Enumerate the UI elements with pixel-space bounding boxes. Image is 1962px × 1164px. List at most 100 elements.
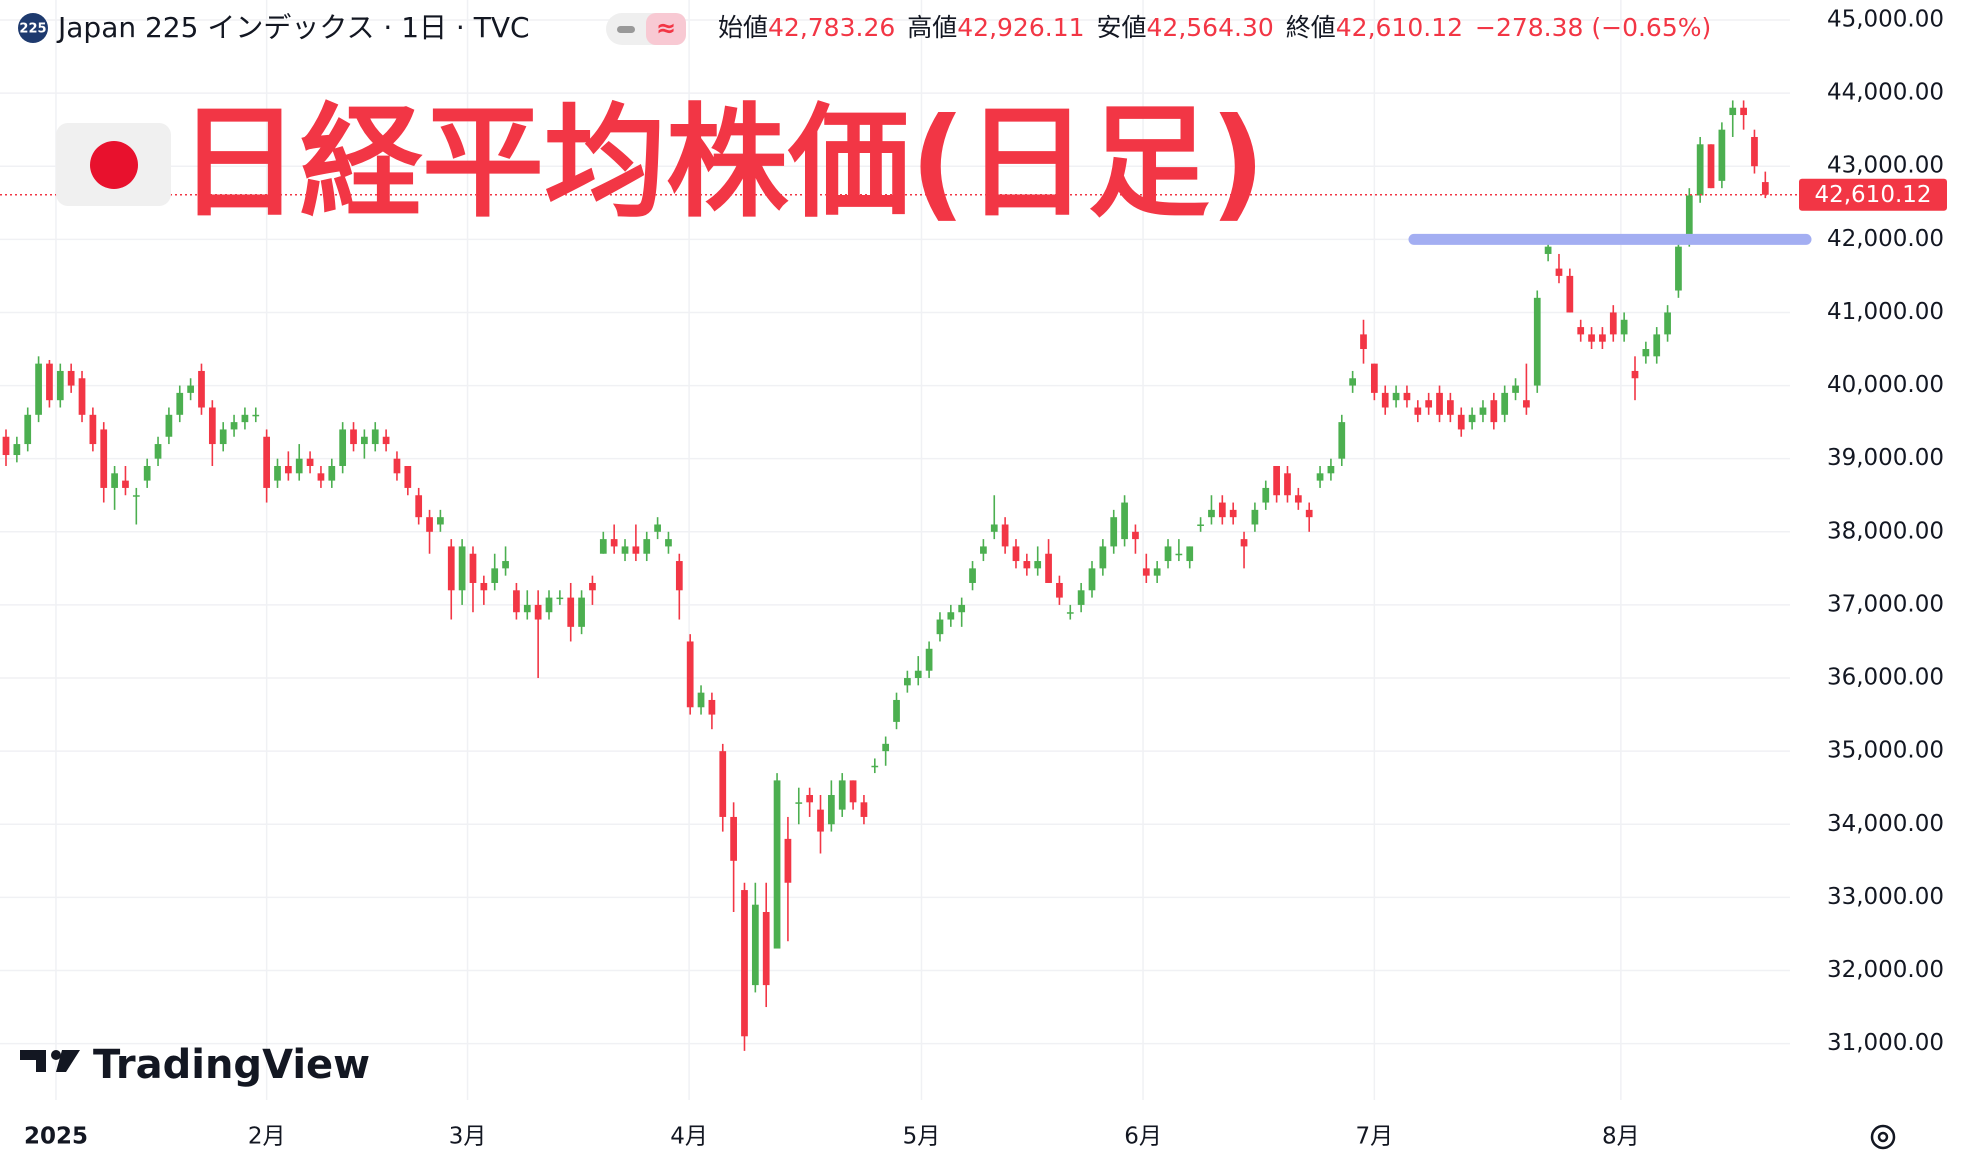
candle-body bbox=[643, 539, 651, 554]
candle-body bbox=[545, 597, 553, 613]
candle-body bbox=[719, 751, 727, 817]
x-tick-label: 2025 bbox=[24, 1124, 88, 1150]
candle-body bbox=[339, 429, 347, 466]
candle-body bbox=[1045, 553, 1052, 583]
x-tick-label: 6月 bbox=[1124, 1124, 1162, 1150]
candle-body bbox=[1066, 612, 1074, 614]
candle-body bbox=[437, 517, 444, 525]
candle-body bbox=[284, 465, 292, 474]
candle-body bbox=[1718, 129, 1726, 181]
candle-body bbox=[795, 802, 803, 804]
candle-body bbox=[208, 407, 216, 445]
candle-body bbox=[1512, 385, 1519, 393]
candle-body bbox=[1490, 400, 1498, 423]
candle-body bbox=[1381, 392, 1389, 408]
candle-body bbox=[665, 539, 672, 547]
x-tick-label: 2月 bbox=[248, 1124, 286, 1150]
y-tick-label: 44,000.00 bbox=[1827, 80, 1944, 106]
candle-body bbox=[1642, 349, 1650, 357]
candle-body bbox=[1284, 473, 1291, 496]
candle-body bbox=[100, 429, 108, 488]
y-tick-label: 36,000.00 bbox=[1827, 665, 1944, 691]
x-tick-label: 8月 bbox=[1602, 1124, 1640, 1150]
flag-sun bbox=[90, 141, 138, 189]
y-tick-label: 35,000.00 bbox=[1827, 738, 1944, 764]
y-tick-label: 43,000.00 bbox=[1827, 153, 1944, 179]
candle-body bbox=[1620, 319, 1628, 335]
candle-body bbox=[1468, 414, 1476, 423]
symbol-badge: 225 bbox=[19, 22, 46, 37]
ohlc-label: 終値 bbox=[1286, 13, 1336, 42]
candle-body bbox=[784, 838, 792, 883]
candle-body bbox=[111, 473, 118, 488]
candle-body bbox=[1153, 568, 1161, 576]
candle-body bbox=[382, 436, 390, 445]
ohlc-label: 高値 bbox=[907, 13, 957, 42]
candle-body bbox=[176, 392, 184, 415]
y-tick-label: 32,000.00 bbox=[1827, 957, 1944, 983]
candle-body bbox=[469, 553, 477, 583]
ohlc-value: 42,610.12 bbox=[1336, 13, 1463, 42]
candle-body bbox=[751, 904, 759, 986]
candle-body bbox=[263, 436, 271, 488]
candle-body bbox=[252, 414, 260, 417]
candle-body bbox=[1262, 487, 1270, 503]
candle-body bbox=[1305, 509, 1313, 518]
y-tick-label: 41,000.00 bbox=[1827, 299, 1944, 325]
candle-body bbox=[1501, 392, 1509, 415]
candle-body bbox=[154, 444, 162, 459]
ohlc-label: 始値 bbox=[718, 13, 768, 42]
candle-body bbox=[1121, 502, 1128, 540]
candle-body bbox=[1240, 539, 1248, 547]
logo-mark2 bbox=[56, 1050, 80, 1072]
gear-hole bbox=[1877, 1131, 1889, 1143]
candle-body bbox=[56, 370, 64, 401]
candle-body bbox=[165, 414, 173, 437]
candle-body bbox=[1599, 334, 1606, 342]
candle-body bbox=[1338, 422, 1346, 459]
candles: 42,610.12 bbox=[0, 100, 1947, 1051]
candle-body bbox=[1555, 268, 1563, 276]
candle-body bbox=[1218, 502, 1226, 518]
gear[interactable] bbox=[1870, 1124, 1896, 1150]
header: 225 Japan 225 インデックス · 1日 · TVC ≈ 始値42,7… bbox=[18, 11, 1711, 45]
overlay-title: 日経平均株価(日足) bbox=[178, 92, 1266, 234]
candle-body bbox=[741, 890, 748, 1037]
candle-body bbox=[89, 414, 97, 445]
toggle-right[interactable] bbox=[646, 13, 686, 45]
candle-body bbox=[1740, 107, 1747, 116]
toggle-symbol: ≈ bbox=[656, 14, 676, 42]
candle-body bbox=[675, 561, 683, 591]
brand-logo: TradingView bbox=[20, 1042, 370, 1088]
candle-body bbox=[925, 648, 933, 671]
candle-body bbox=[1523, 400, 1530, 408]
candle-body bbox=[491, 568, 499, 583]
candle-body bbox=[1001, 524, 1009, 547]
ohlc-change: −278.38 (−0.65%) bbox=[1475, 13, 1711, 42]
candle-body bbox=[1023, 561, 1031, 569]
candle-body bbox=[817, 809, 824, 832]
candle-body bbox=[1316, 473, 1324, 481]
candle-body bbox=[969, 568, 976, 583]
settings-icon[interactable] bbox=[1870, 1124, 1896, 1150]
overlay: 日経平均株価(日足) bbox=[56, 92, 1266, 234]
y-tick-label: 39,000.00 bbox=[1827, 445, 1944, 471]
y-tick-label: 31,000.00 bbox=[1827, 1030, 1944, 1056]
candle-body bbox=[1186, 546, 1194, 562]
candle-body bbox=[958, 604, 966, 613]
y-tick-label: 42,000.00 bbox=[1827, 226, 1944, 252]
x-tick-label: 4月 bbox=[670, 1124, 708, 1150]
y-tick-label: 40,000.00 bbox=[1827, 372, 1944, 398]
candle-body bbox=[893, 699, 900, 722]
candle-body bbox=[730, 816, 737, 861]
candle-body bbox=[1034, 561, 1042, 569]
candle-body bbox=[1707, 144, 1715, 189]
candle-body bbox=[589, 582, 596, 591]
candle-body bbox=[426, 517, 433, 532]
candle-body bbox=[1664, 312, 1671, 335]
candle-body bbox=[1544, 246, 1552, 254]
candle-body bbox=[578, 597, 585, 627]
candle-body bbox=[1696, 144, 1704, 196]
candle-body bbox=[697, 692, 705, 708]
candle-body bbox=[1164, 546, 1172, 562]
